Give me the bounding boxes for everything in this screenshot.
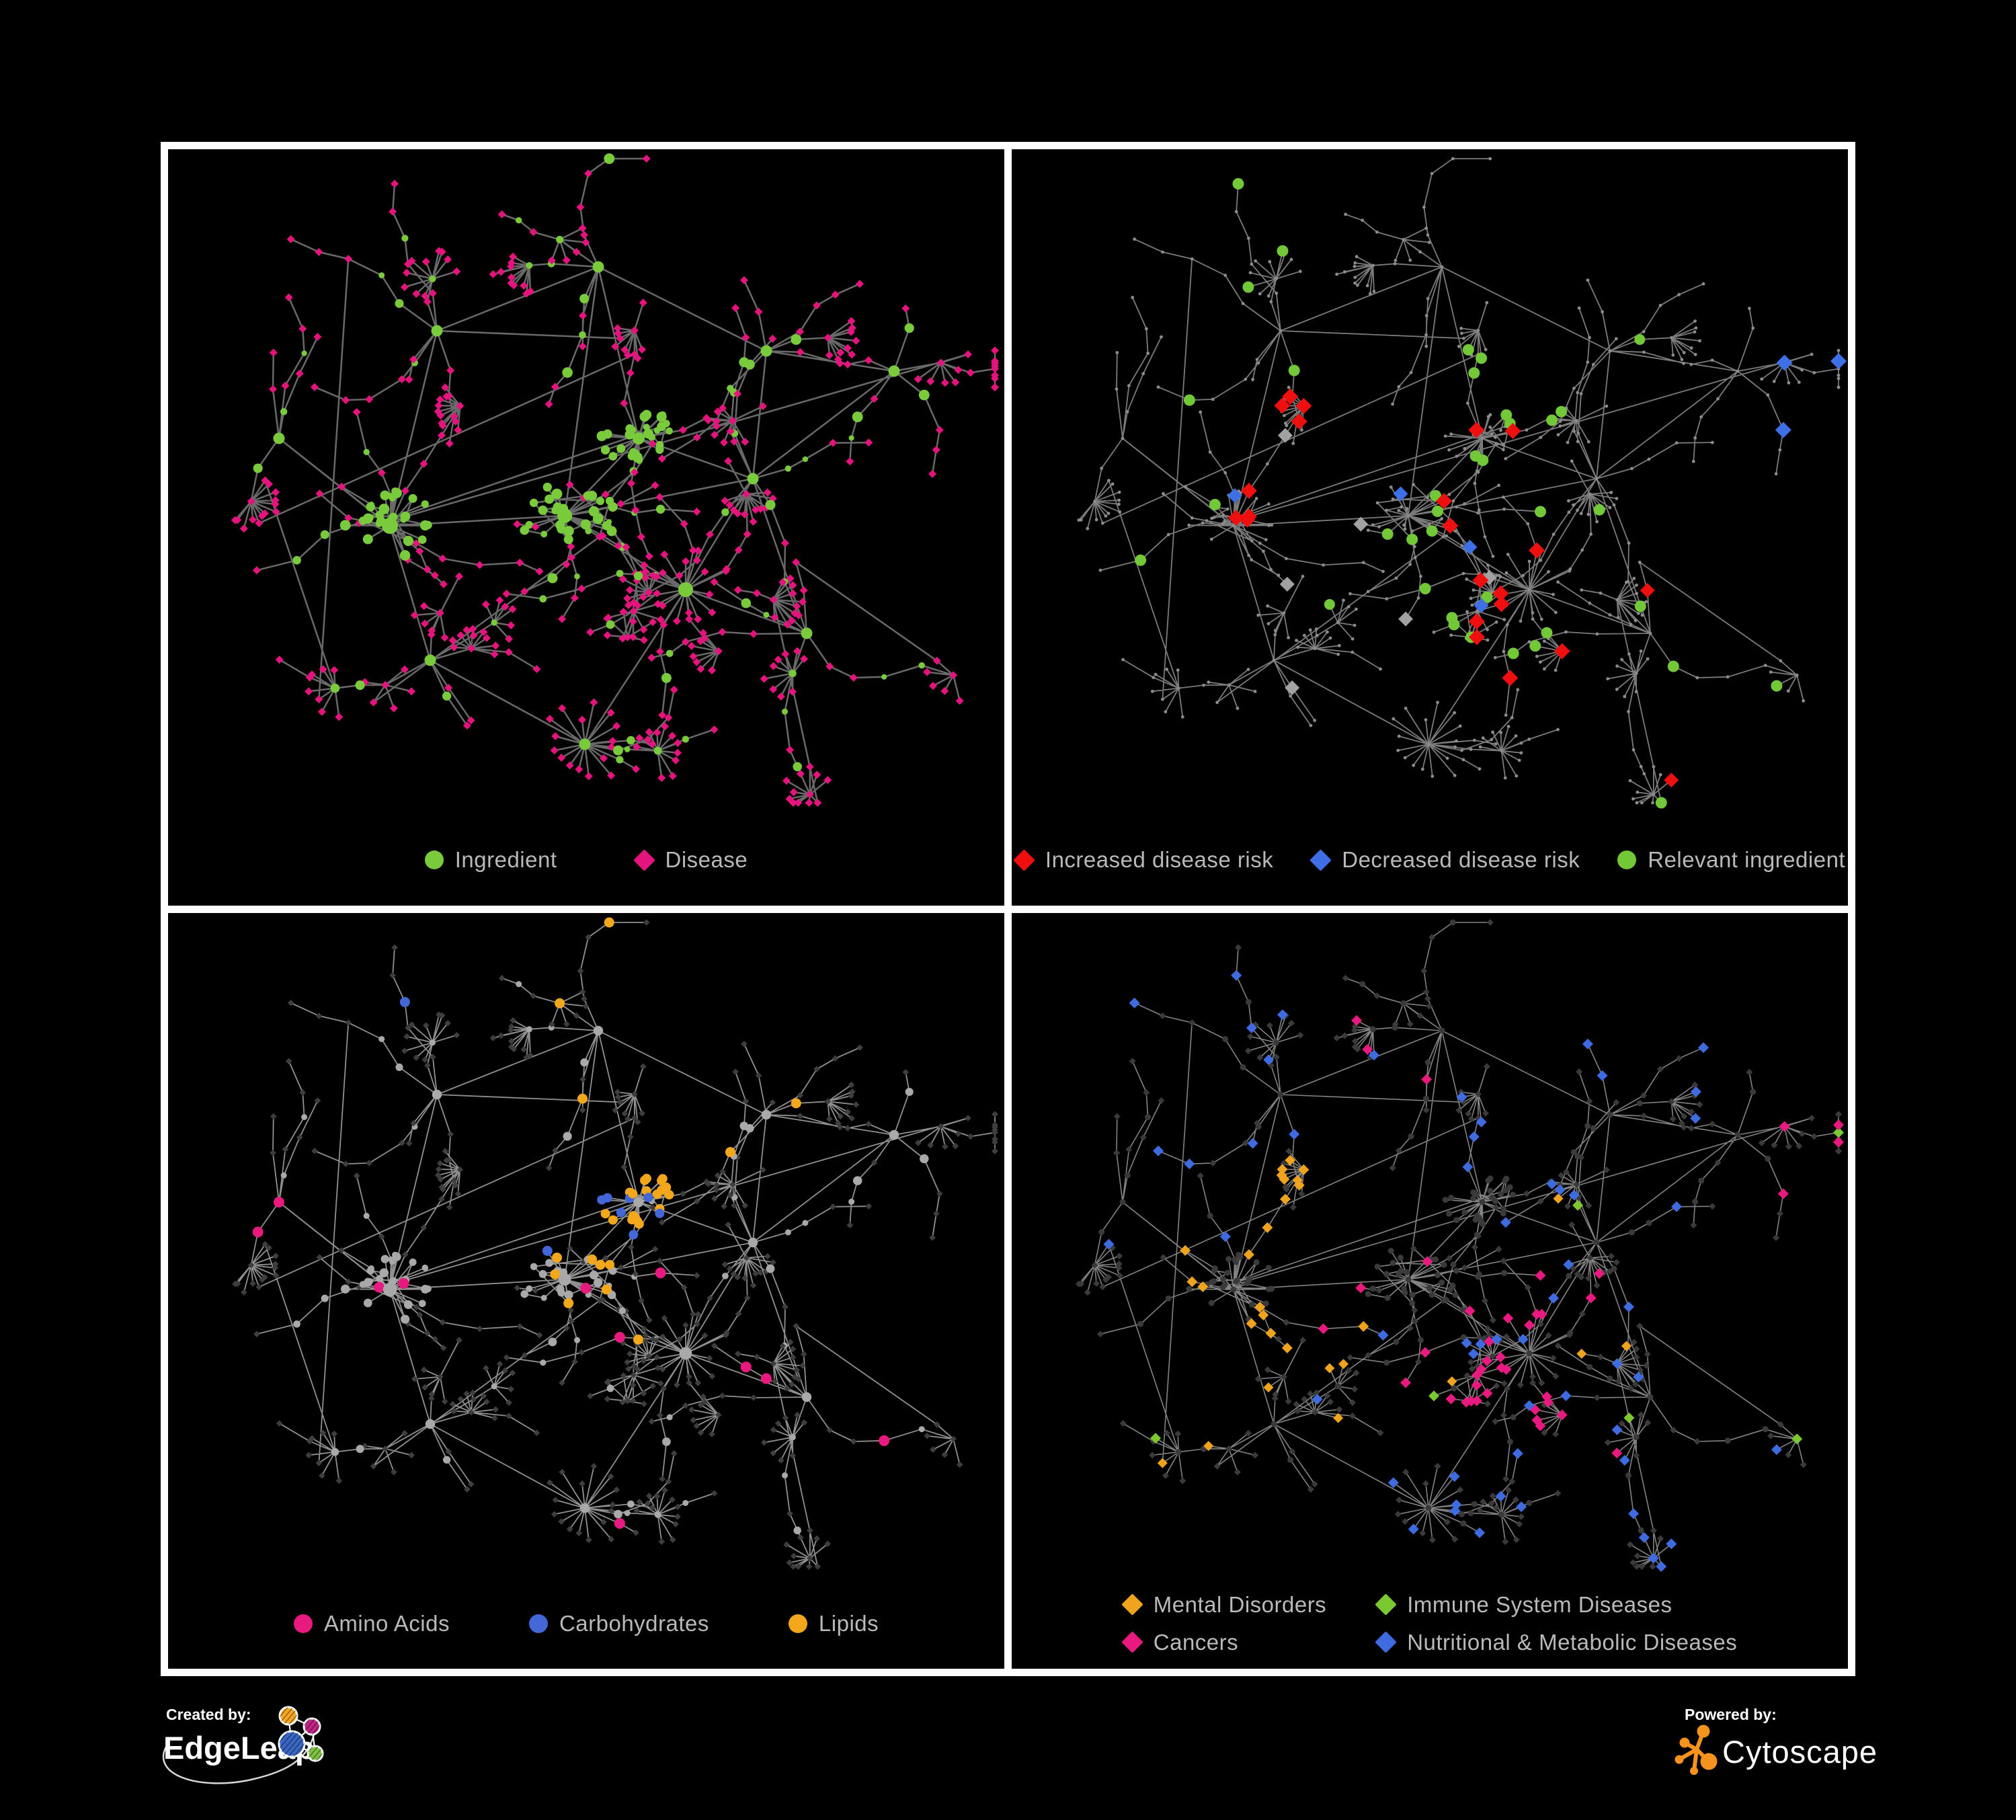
edges-layer: [1078, 921, 1839, 1567]
created-by-label: Created by:: [166, 1706, 251, 1723]
legend-label: Mental Disorders: [1153, 1591, 1327, 1617]
mental-disorders-swatch: [1121, 1593, 1143, 1616]
disease-swatch: [633, 848, 655, 871]
cancers-swatch: [1121, 1631, 1143, 1654]
legend-item-ingredient: Ingredient: [424, 847, 557, 873]
nutritional-metabolic-swatch: [1375, 1631, 1397, 1654]
legend-item-amino-acids: Amino Acids: [293, 1610, 450, 1636]
edgeleap-logo-nodes: [278, 1706, 324, 1762]
panel-disease-risk: Increased disease risk Decreased disease…: [1012, 149, 1848, 906]
legend-item-decreased-risk: Decreased disease risk: [1309, 847, 1580, 873]
legend-label: Increased disease risk: [1045, 847, 1274, 873]
increased-risk-swatch: [1013, 848, 1035, 871]
legend-item-cancers: Cancers: [1121, 1629, 1326, 1655]
legend-label: Ingredient: [454, 847, 557, 873]
legend-label: Amino Acids: [323, 1610, 450, 1636]
legend-label: Lipids: [818, 1610, 879, 1636]
network-ingredient-disease: [231, 153, 999, 807]
powered-by-label: Powered by:: [1685, 1706, 1777, 1723]
legend-label: Carbohydrates: [559, 1610, 709, 1636]
legend-label: Decreased disease risk: [1342, 847, 1580, 873]
nodes-layer: [232, 917, 998, 1570]
edgeleap-swoosh: [162, 1734, 315, 1784]
immune-diseases-swatch: [1375, 1593, 1397, 1616]
edges-layer: [1078, 158, 1839, 803]
legend-item-nutritional-metabolic: Nutritional & Metabolic Diseases: [1375, 1629, 1738, 1655]
legend-label: Disease: [665, 847, 748, 873]
legend-item-increased-risk: Increased disease risk: [1013, 847, 1274, 873]
cytoscape-wordmark: Cytoscape: [1722, 1734, 1878, 1770]
legend-disease-classes: Mental Disorders Immune System Diseases …: [1012, 1579, 1848, 1669]
legend-label: Relevant ingredient: [1648, 847, 1846, 873]
panel-disease-classes: Mental Disorders Immune System Diseases …: [1012, 912, 1848, 1669]
amino-acids-swatch: [293, 1614, 313, 1633]
edges-layer: [235, 921, 996, 1567]
panel-nutrient-classes: Amino Acids Carbohydrates Lipids: [168, 912, 1004, 1669]
ingredient-swatch: [424, 850, 444, 870]
network-disease-classes: [1075, 918, 1844, 1572]
legend-item-carbohydrates: Carbohydrates: [528, 1610, 709, 1636]
network-disease-risk: [1077, 157, 1847, 809]
decreased-risk-swatch: [1309, 848, 1332, 871]
legend-item-disease: Disease: [633, 847, 748, 873]
edges-layer: [234, 157, 996, 804]
legend-label: Cancers: [1153, 1629, 1239, 1655]
legend-ingredient-disease: Ingredient Disease: [168, 815, 1004, 906]
network-nutrient-classes: [232, 917, 998, 1570]
nodes-layer: [1077, 157, 1847, 809]
nodes-layer: [231, 153, 999, 807]
legend-item-relevant-ingredient: Relevant ingredient: [1617, 847, 1845, 873]
legend-nutrient-classes: Amino Acids Carbohydrates Lipids: [168, 1579, 1004, 1669]
legend-disease-risk: Increased disease risk Decreased disease…: [1012, 815, 1848, 906]
nodes-layer: [1075, 918, 1844, 1572]
carbohydrates-swatch: [528, 1614, 548, 1633]
panel-grid: Ingredient Disease Increased disease ris…: [161, 142, 1855, 1676]
lipids-swatch: [788, 1614, 807, 1633]
relevant-ingredient-swatch: [1617, 850, 1637, 870]
cytoscape-icon: [1675, 1725, 1718, 1775]
panel-ingredient-disease: Ingredient Disease: [168, 149, 1004, 906]
legend-item-lipids: Lipids: [788, 1610, 879, 1636]
cytoscape-logo: Powered by: Cytoscape: [1675, 1706, 1878, 1775]
legend-label: Immune System Diseases: [1407, 1591, 1672, 1617]
legend-item-mental-disorders: Mental Disorders: [1121, 1591, 1327, 1618]
legend-item-immune-diseases: Immune System Diseases: [1375, 1591, 1737, 1618]
legend-label: Nutritional & Metabolic Diseases: [1407, 1629, 1738, 1655]
edgeleap-logo: Created by: EdgeLeap: [162, 1706, 324, 1784]
